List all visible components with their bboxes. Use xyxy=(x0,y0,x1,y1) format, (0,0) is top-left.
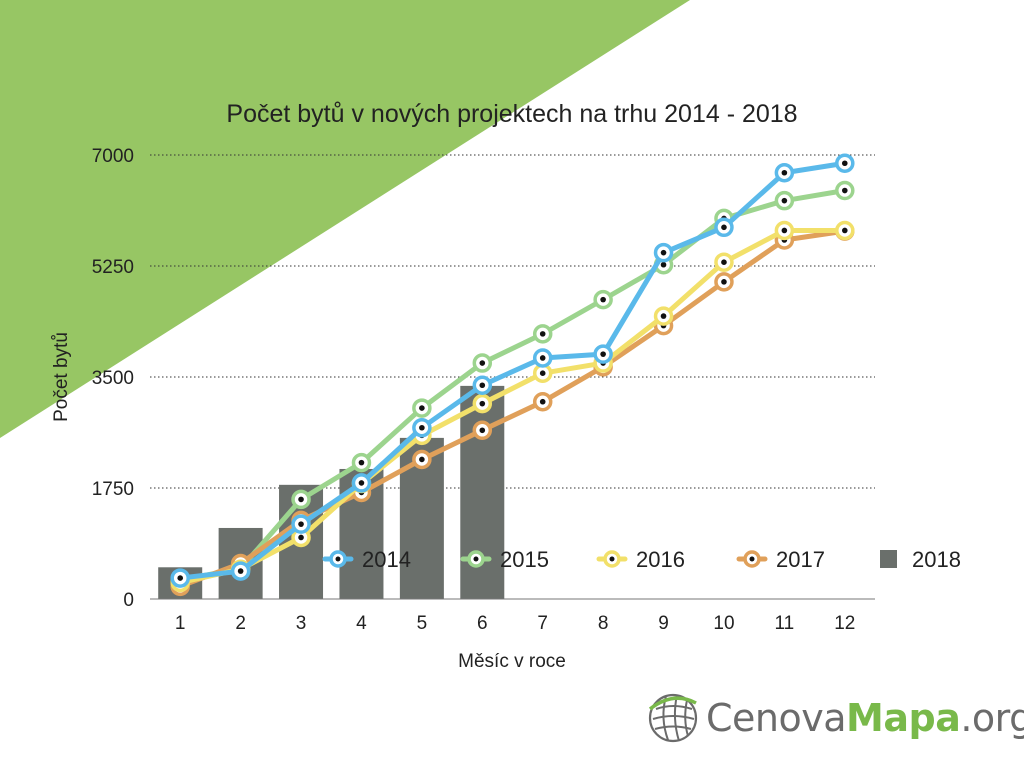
x-tick-label: 9 xyxy=(658,613,669,634)
point-center xyxy=(479,427,486,434)
chart-title: Počet bytů v nových projektech na trhu 2… xyxy=(226,100,797,128)
legend-item-2015: 2015 xyxy=(460,547,549,572)
x-tick-label: 2 xyxy=(235,613,246,634)
point-center xyxy=(419,405,425,411)
logo-wordmark: CenovaMapa.org xyxy=(706,696,1024,740)
gridlines xyxy=(150,154,875,489)
point-center xyxy=(539,370,546,376)
point-center xyxy=(660,261,667,268)
point-center xyxy=(539,331,546,337)
x-tick-label: 3 xyxy=(296,613,307,634)
point-center xyxy=(177,575,184,581)
x-tick-label: 4 xyxy=(356,613,367,634)
x-tick-label: 7 xyxy=(537,613,548,634)
legend-label: 2018 xyxy=(912,547,961,572)
series-2016 xyxy=(170,220,855,593)
point-center xyxy=(419,456,425,463)
legend-label: 2014 xyxy=(362,547,411,572)
point-center xyxy=(841,187,848,194)
series-lines xyxy=(170,153,855,597)
legend-swatch-dot xyxy=(335,556,341,562)
x-axis-label: Měsíc v roce xyxy=(458,651,566,672)
point-center xyxy=(539,398,546,405)
x-tick-label: 12 xyxy=(834,613,855,634)
y-tick-label: 5250 xyxy=(92,257,134,278)
logo-part-cenova: Cenova xyxy=(706,696,847,740)
legend-label: 2015 xyxy=(500,547,549,572)
legend-label: 2017 xyxy=(776,547,825,572)
legend-swatch-dot xyxy=(749,556,755,562)
x-tick-label: 8 xyxy=(598,613,609,634)
x-tick-label: 6 xyxy=(477,613,488,634)
series-line-2016 xyxy=(177,227,848,586)
y-tick-label: 1750 xyxy=(92,479,134,500)
y-tick-label: 3500 xyxy=(92,368,134,389)
point-center xyxy=(721,279,727,285)
point-center xyxy=(479,400,486,407)
series-line-2017 xyxy=(177,228,848,589)
x-tick-label: 5 xyxy=(417,613,428,634)
point-center xyxy=(358,459,365,466)
globe-grid-icon xyxy=(648,693,698,743)
legend-item-2017: 2017 xyxy=(736,547,825,572)
x-tick-label: 1 xyxy=(175,613,186,634)
x-axis-ticks: 1 2 3 4 5 6 7 8 9 10 11 12 xyxy=(175,613,855,634)
point-center xyxy=(600,351,606,357)
point-center xyxy=(660,249,667,256)
point-center xyxy=(781,227,788,234)
x-tick-label: 11 xyxy=(775,613,795,634)
legend-swatch-dot xyxy=(609,556,615,562)
point-center xyxy=(721,224,727,231)
legend-item-2018: 2018 xyxy=(880,547,961,572)
x-tick-label: 10 xyxy=(713,613,734,634)
legend-label: 2016 xyxy=(636,547,685,572)
point-center xyxy=(539,355,546,361)
bar-2018 xyxy=(460,385,505,599)
point-center xyxy=(298,496,304,503)
y-axis-ticks: 0 1750 3500 5250 7000 xyxy=(92,146,134,611)
point-center xyxy=(298,534,304,541)
point-center xyxy=(600,296,606,303)
point-center xyxy=(419,424,425,431)
legend-item-2014: 2014 xyxy=(322,547,411,572)
point-center xyxy=(479,382,486,389)
y-tick-label: 0 xyxy=(123,590,134,611)
legend-swatch-dot xyxy=(473,556,479,562)
point-center xyxy=(660,313,667,319)
point-center xyxy=(721,259,727,265)
point-center xyxy=(298,521,304,527)
legend-item-2016: 2016 xyxy=(596,547,685,572)
logo-part-mapa: Mapa xyxy=(846,696,961,740)
point-center xyxy=(479,360,486,366)
y-axis-label: Počet bytů xyxy=(51,332,72,422)
point-center xyxy=(781,197,788,204)
point-center xyxy=(237,568,244,574)
legend: 2014 2015 2016 2017 2018 xyxy=(322,547,961,572)
accent-triangle xyxy=(0,0,690,438)
y-tick-label: 7000 xyxy=(92,146,134,167)
series-2014 xyxy=(170,153,855,588)
point-center xyxy=(841,160,848,167)
series-line-2014 xyxy=(177,160,848,581)
point-center xyxy=(841,227,848,234)
series-2017 xyxy=(170,221,855,597)
legend-swatch-bar xyxy=(880,550,897,568)
cenovamapa-logo: CenovaMapa.org xyxy=(646,688,1024,748)
point-center xyxy=(358,480,365,486)
point-center xyxy=(781,169,788,176)
logo-part-org: .org xyxy=(960,696,1024,740)
